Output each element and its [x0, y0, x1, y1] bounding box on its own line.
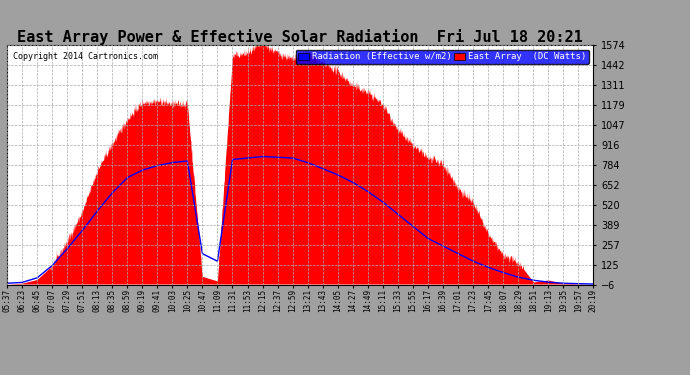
- Text: Copyright 2014 Cartronics.com: Copyright 2014 Cartronics.com: [13, 52, 158, 61]
- Legend: Radiation (Effective w/m2), East Array  (DC Watts): Radiation (Effective w/m2), East Array (…: [296, 50, 589, 64]
- Title: East Array Power & Effective Solar Radiation  Fri Jul 18 20:21: East Array Power & Effective Solar Radia…: [17, 29, 583, 45]
